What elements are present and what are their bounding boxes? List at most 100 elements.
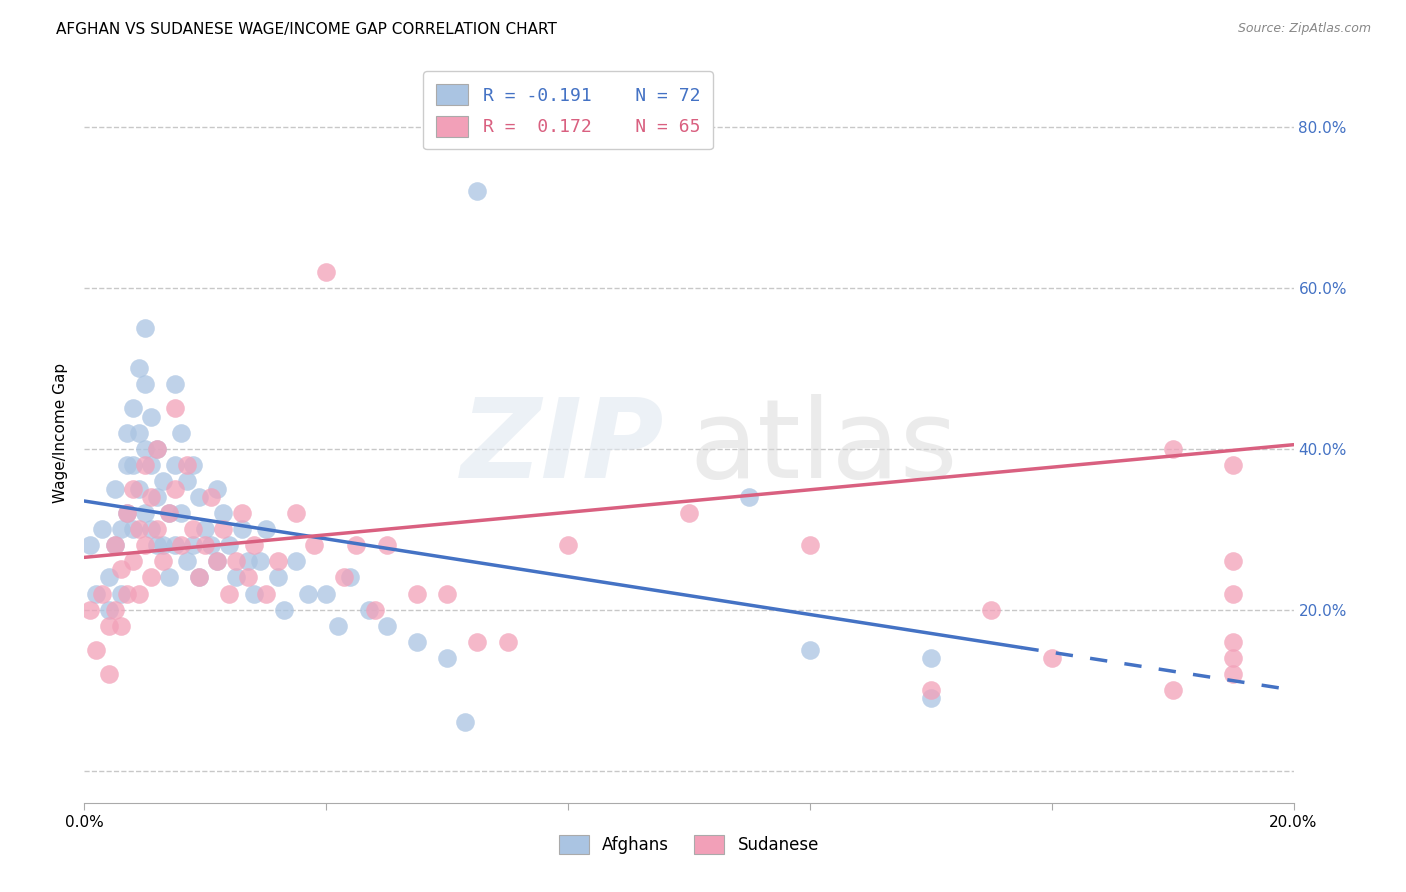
Point xyxy=(146,522,169,536)
Point xyxy=(1222,667,1244,681)
Point xyxy=(297,586,319,600)
Point xyxy=(315,265,337,279)
Point xyxy=(254,586,277,600)
Point xyxy=(176,458,198,472)
Point xyxy=(176,474,198,488)
Point xyxy=(165,401,187,416)
Point xyxy=(406,586,429,600)
Point xyxy=(110,562,132,576)
Point xyxy=(104,482,127,496)
Point xyxy=(165,458,187,472)
Point xyxy=(139,458,162,472)
Text: Source: ZipAtlas.com: Source: ZipAtlas.com xyxy=(1237,22,1371,36)
Point xyxy=(128,361,150,376)
Point xyxy=(406,635,429,649)
Point xyxy=(139,409,162,424)
Point xyxy=(920,683,942,698)
Point xyxy=(134,458,156,472)
Point xyxy=(110,619,132,633)
Point xyxy=(1040,651,1063,665)
Text: ZIP: ZIP xyxy=(461,394,665,501)
Point xyxy=(146,490,169,504)
Point xyxy=(165,482,187,496)
Point xyxy=(249,554,271,568)
Point xyxy=(200,490,222,504)
Point xyxy=(920,691,942,706)
Point xyxy=(181,458,204,472)
Point xyxy=(128,522,150,536)
Point xyxy=(121,458,143,472)
Point xyxy=(236,554,259,568)
Point xyxy=(97,602,120,616)
Point xyxy=(218,586,240,600)
Point xyxy=(467,635,489,649)
Point xyxy=(212,522,235,536)
Point xyxy=(799,538,821,552)
Point xyxy=(188,570,211,584)
Point xyxy=(1222,458,1244,472)
Point xyxy=(97,619,120,633)
Point xyxy=(363,602,385,616)
Point xyxy=(315,586,337,600)
Point xyxy=(86,643,108,657)
Point xyxy=(678,506,700,520)
Point xyxy=(121,522,143,536)
Point xyxy=(139,570,162,584)
Point xyxy=(1222,635,1244,649)
Point xyxy=(242,586,264,600)
Point xyxy=(207,554,229,568)
Point xyxy=(200,538,222,552)
Point xyxy=(207,554,229,568)
Point xyxy=(110,522,132,536)
Point xyxy=(557,538,579,552)
Point xyxy=(231,506,253,520)
Point xyxy=(799,643,821,657)
Point xyxy=(273,602,295,616)
Point xyxy=(436,651,458,665)
Point xyxy=(181,522,204,536)
Point xyxy=(738,490,761,504)
Point xyxy=(115,506,138,520)
Point xyxy=(91,586,114,600)
Point xyxy=(86,586,108,600)
Point xyxy=(267,570,290,584)
Point xyxy=(333,570,356,584)
Point xyxy=(146,442,169,456)
Point xyxy=(104,538,127,552)
Point xyxy=(496,635,519,649)
Point xyxy=(212,506,235,520)
Point xyxy=(146,442,169,456)
Point xyxy=(285,554,308,568)
Point xyxy=(375,538,398,552)
Point xyxy=(181,538,204,552)
Point xyxy=(139,522,162,536)
Point xyxy=(115,458,138,472)
Point xyxy=(346,538,368,552)
Point xyxy=(1222,651,1244,665)
Point xyxy=(165,377,187,392)
Point xyxy=(357,602,380,616)
Point xyxy=(285,506,308,520)
Point xyxy=(980,602,1002,616)
Point xyxy=(1222,586,1244,600)
Point xyxy=(134,377,156,392)
Point xyxy=(104,602,127,616)
Point xyxy=(218,538,240,552)
Point xyxy=(267,554,290,568)
Point xyxy=(1161,683,1184,698)
Point xyxy=(128,482,150,496)
Point xyxy=(134,506,156,520)
Point xyxy=(97,570,120,584)
Point xyxy=(254,522,277,536)
Point xyxy=(152,538,174,552)
Point xyxy=(115,586,138,600)
Point xyxy=(121,482,143,496)
Text: atlas: atlas xyxy=(689,394,957,501)
Point xyxy=(134,321,156,335)
Point xyxy=(467,184,489,198)
Point xyxy=(152,554,174,568)
Point xyxy=(225,554,247,568)
Point xyxy=(194,538,217,552)
Point xyxy=(157,506,180,520)
Point xyxy=(207,482,229,496)
